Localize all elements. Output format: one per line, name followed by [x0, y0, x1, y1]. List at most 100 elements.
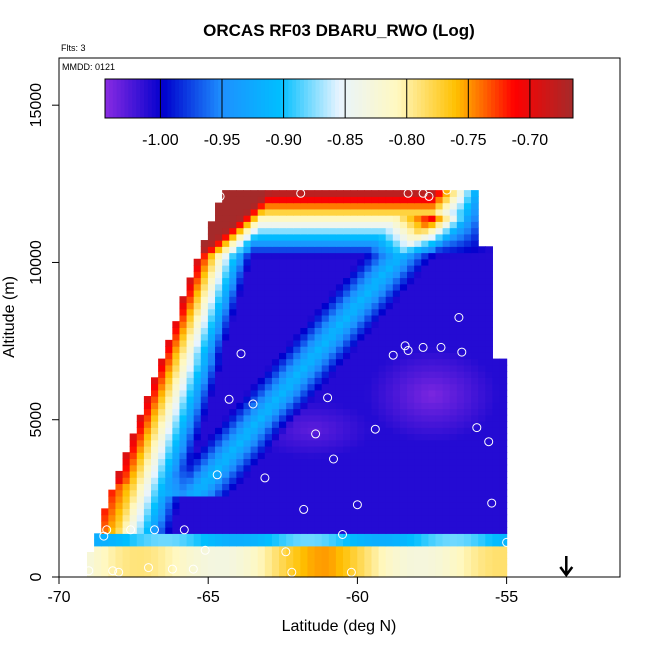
heatmap-cell: [371, 271, 380, 279]
heatmap-cell: [264, 227, 273, 235]
heatmap-cell: [307, 508, 316, 516]
heatmap-cell: [271, 264, 280, 272]
heatmap-cell: [328, 533, 337, 541]
heatmap-cell: [108, 508, 117, 516]
heatmap-cell: [343, 427, 351, 435]
heatmap-cell: [207, 233, 216, 241]
colorbar-tick-label: -1.00: [142, 132, 179, 149]
heatmap-cell: [421, 502, 429, 509]
heatmap-cell: [364, 433, 373, 441]
heatmap-cell: [328, 558, 337, 566]
heatmap-cell: [307, 470, 316, 478]
heatmap-cell: [143, 470, 152, 478]
heatmap-cell: [321, 383, 330, 391]
heatmap-cell: [314, 283, 323, 291]
heatmap-cell: [456, 520, 465, 528]
heatmap-cell: [186, 558, 195, 566]
heatmap-cell: [328, 246, 337, 254]
heatmap-cell: [257, 389, 266, 397]
x-axis-label: Latitude (deg N): [282, 618, 397, 635]
heatmap-cell: [307, 208, 316, 216]
heatmap-cell: [357, 333, 365, 341]
heatmap-cell: [257, 470, 266, 478]
heatmap-cell: [478, 427, 486, 435]
heatmap-cell: [222, 233, 230, 241]
heatmap-cell: [407, 364, 415, 372]
heatmap-cell: [399, 545, 408, 553]
heatmap-cell: [236, 233, 245, 241]
heatmap-cell: [172, 414, 181, 422]
heatmap-cell: [186, 339, 195, 347]
heatmap-cell: [421, 520, 429, 528]
heatmap-cell: [321, 445, 330, 453]
heatmap-cell: [371, 352, 380, 360]
heatmap-cell: [343, 258, 351, 266]
colorbar-segment: [491, 79, 496, 118]
heatmap-cell: [421, 371, 429, 378]
heatmap-cell: [428, 452, 437, 460]
heatmap-cell: [229, 196, 237, 204]
heatmap-cell: [193, 296, 202, 304]
heatmap-cell: [229, 296, 237, 304]
heatmap-cell: [350, 296, 358, 304]
heatmap-cell: [314, 327, 323, 335]
heatmap-cell: [421, 421, 429, 428]
heatmap-cell: [264, 495, 273, 503]
heatmap-cell: [392, 533, 401, 541]
heatmap-cell: [215, 221, 223, 229]
heatmap-cell: [399, 489, 408, 497]
heatmap-cell: [286, 421, 294, 428]
heatmap-cell: [257, 452, 266, 460]
heatmap-cell: [165, 371, 173, 378]
heatmap-cell: [207, 264, 216, 272]
heatmap-cell: [350, 495, 358, 503]
heatmap-cell: [385, 240, 394, 247]
heatmap-cell: [143, 483, 152, 491]
heatmap-cell: [435, 445, 444, 453]
heatmap-cell: [307, 296, 316, 304]
heatmap-cell: [421, 483, 429, 491]
heatmap-cell: [478, 258, 486, 266]
heatmap-cell: [328, 452, 337, 460]
heatmap-cell: [435, 433, 444, 441]
heatmap-cell: [186, 452, 195, 460]
heatmap-cell: [193, 527, 202, 534]
heatmap-cell: [250, 396, 259, 403]
heatmap-cell: [207, 377, 216, 385]
heatmap-cell: [471, 296, 479, 304]
heatmap-cell: [421, 464, 429, 472]
heatmap-cell: [414, 271, 422, 279]
heatmap-cell: [279, 421, 287, 428]
heatmap-cell: [421, 208, 429, 216]
heatmap-cell: [442, 377, 451, 385]
heatmap-cell: [236, 514, 245, 522]
heatmap-cell: [478, 358, 486, 366]
heatmap-cell: [257, 533, 266, 541]
heatmap-cell: [463, 215, 472, 222]
heatmap-cell: [136, 445, 145, 453]
heatmap-cell: [172, 558, 181, 566]
heatmap-cell: [478, 271, 486, 279]
heatmap-cell: [407, 477, 415, 484]
heatmap-cell: [328, 527, 337, 534]
heatmap-cell: [371, 527, 380, 534]
heatmap-cell: [399, 458, 408, 466]
heatmap-cell: [307, 520, 316, 528]
colorbar-segment: [253, 79, 258, 118]
heatmap-cell: [371, 321, 380, 328]
heatmap-cell: [293, 296, 301, 304]
heatmap-cell: [257, 190, 266, 197]
heatmap-cell: [186, 289, 195, 297]
heatmap-cell: [378, 520, 387, 528]
heatmap-cell: [428, 470, 437, 478]
heatmap-cell: [215, 570, 223, 578]
heatmap-cell: [222, 327, 230, 335]
heatmap-cell: [471, 233, 479, 241]
heatmap-cell: [343, 377, 351, 385]
heatmap-cell: [207, 495, 216, 503]
heatmap-cell: [229, 246, 237, 254]
heatmap-cell: [414, 477, 422, 484]
heatmap-cell: [193, 402, 202, 410]
heatmap-cell: [257, 489, 266, 497]
